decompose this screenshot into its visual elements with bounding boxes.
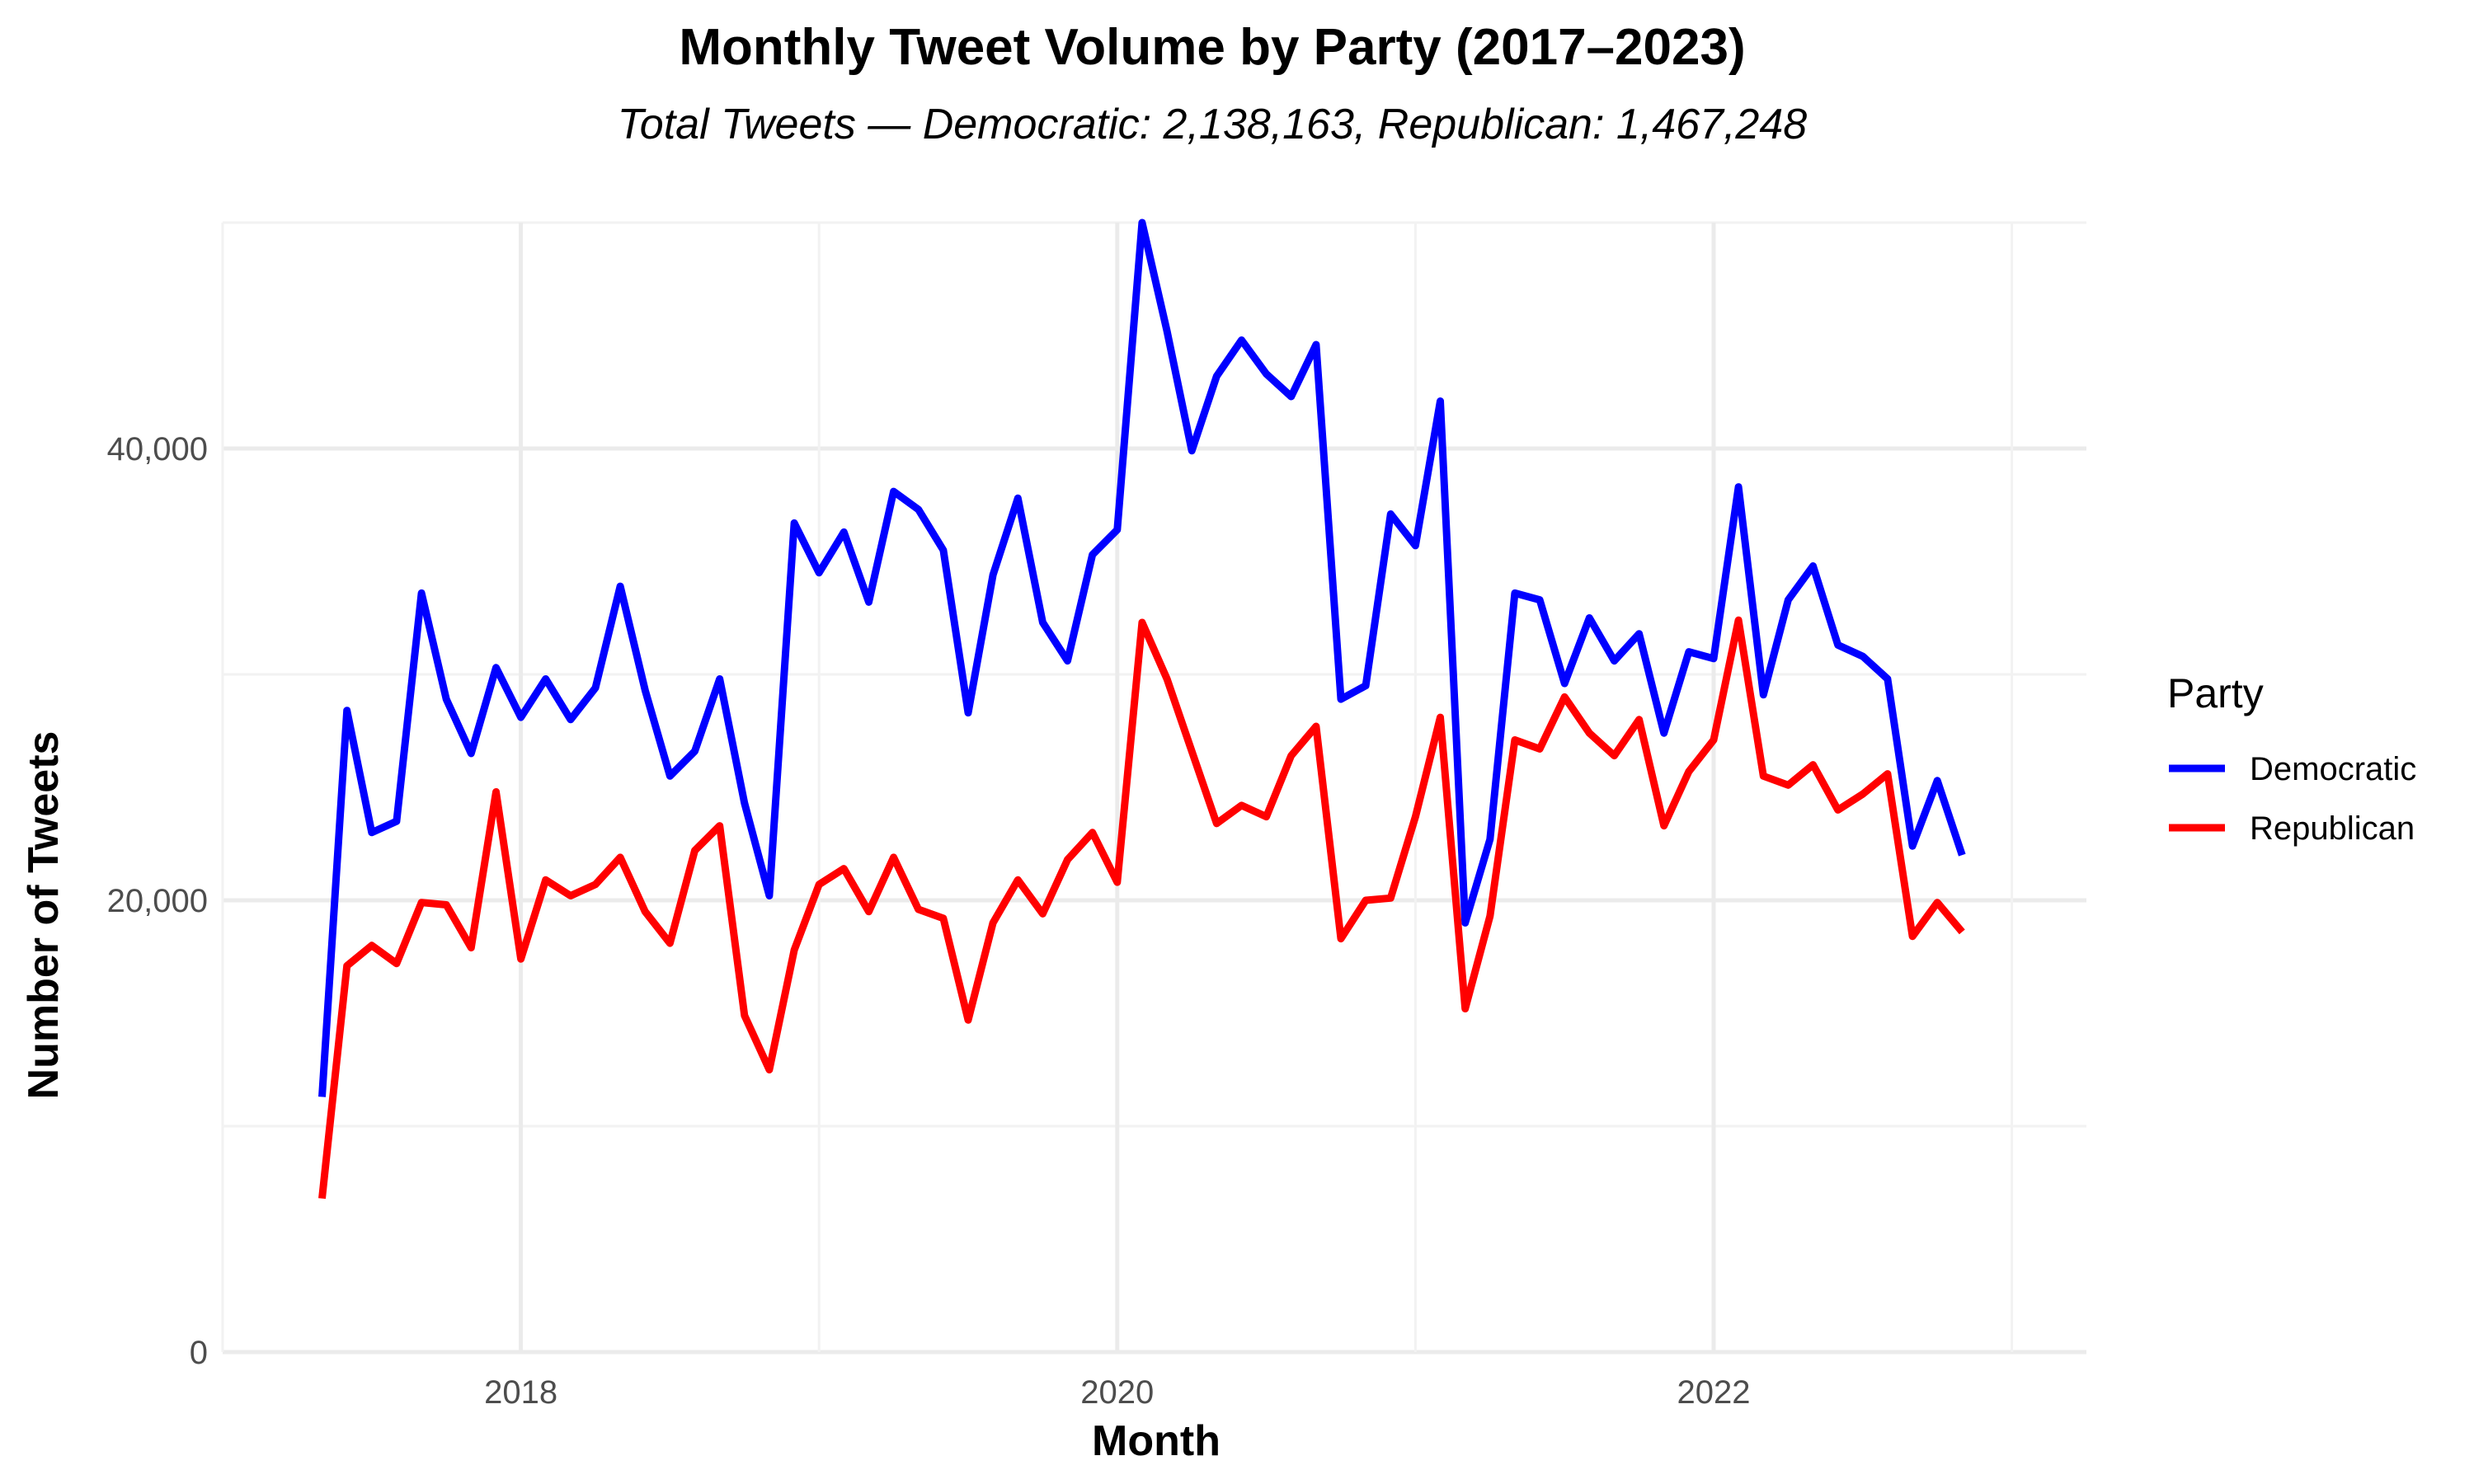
- x-tick-label: 2022: [1677, 1374, 1751, 1411]
- y-tick-label: 20,000: [107, 883, 208, 919]
- y-tick-label: 0: [190, 1335, 208, 1371]
- x-axis-title: Month: [1092, 1417, 1221, 1465]
- chart-subtitle: Total Tweets — Democratic: 2,138,163, Re…: [618, 101, 1807, 148]
- y-axis-title: Number of Tweets: [20, 731, 68, 1100]
- series-line-democratic: [318, 218, 1966, 1097]
- legend-title: Party: [2167, 670, 2264, 716]
- legend-item-republican: Republican: [2169, 810, 2415, 847]
- x-tick-label: 2020: [1080, 1374, 1154, 1411]
- series-lines: [318, 218, 1966, 1200]
- legend-label: Democratic: [2250, 751, 2416, 787]
- y-axis-tick-labels: 0 20,000 40,000: [107, 431, 208, 1371]
- x-tick-label: 2018: [484, 1374, 557, 1411]
- y-tick-label: 40,000: [107, 431, 208, 467]
- grid-lines: [221, 221, 2086, 1355]
- chart-title: Monthly Tweet Volume by Party (2017–2023…: [679, 19, 1745, 76]
- series-line-republican: [318, 616, 1965, 1200]
- legend-items: Democratic Republican: [2169, 751, 2416, 847]
- legend-label: Republican: [2250, 810, 2415, 847]
- legend: Party Democratic Republican: [2167, 670, 2416, 847]
- x-axis-tick-labels: 2018 2020 2022: [484, 1374, 1750, 1411]
- legend-item-democratic: Democratic: [2169, 751, 2416, 787]
